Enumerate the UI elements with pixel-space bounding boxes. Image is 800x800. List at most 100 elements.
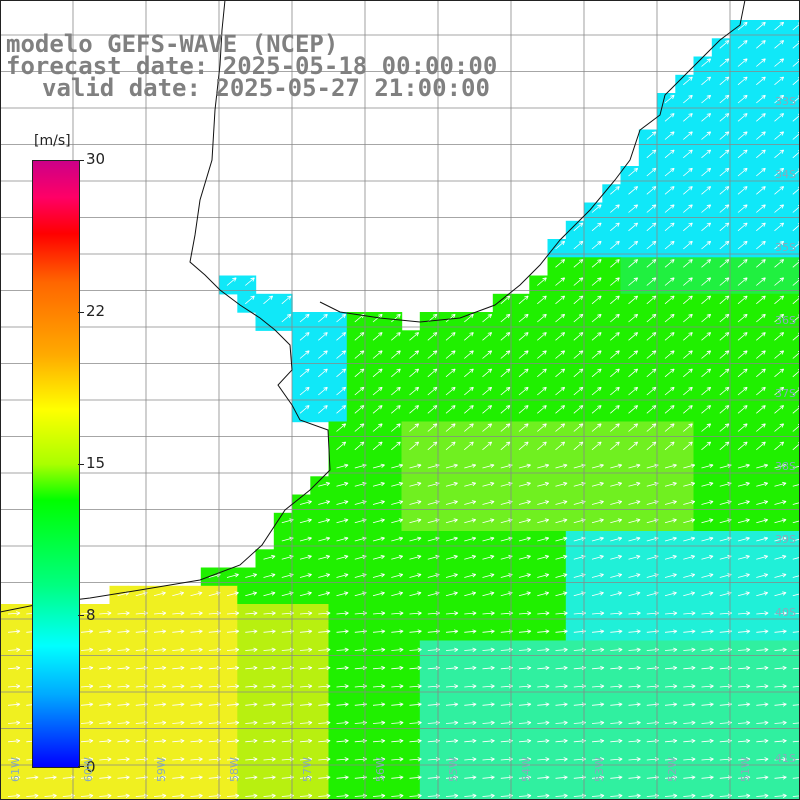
wind-cell (511, 695, 530, 715)
wind-arrow (610, 386, 620, 396)
wind-cell (219, 604, 238, 623)
wind-arrow (391, 350, 401, 359)
wind-arrow (117, 665, 130, 671)
wind-arrow (646, 240, 657, 250)
wind-cell (292, 658, 311, 678)
wind-cell (346, 622, 366, 642)
wind-cell (310, 658, 330, 678)
wind-arrow (172, 665, 185, 671)
wind-arrow (391, 368, 401, 378)
wind-arrow (774, 58, 785, 67)
wind-arrow (299, 629, 313, 634)
wind-cell (292, 750, 311, 769)
wind-cell (511, 622, 530, 642)
wind-arrow (701, 259, 712, 268)
wind-arrow (537, 295, 547, 305)
wind-arrow (336, 386, 347, 396)
wind-arrow (80, 793, 94, 798)
wind-arrow (610, 500, 623, 505)
wind-arrow (318, 720, 331, 725)
wind-cell (620, 658, 640, 678)
wind-arrow (482, 313, 493, 323)
wind-arrow (664, 313, 675, 323)
wind-cell (675, 622, 695, 642)
wind-cell (693, 604, 713, 623)
wind-arrow (591, 500, 604, 505)
wind-cell (766, 677, 786, 696)
wind-cell (529, 658, 549, 678)
wind-arrow (464, 441, 474, 451)
wind-cell (54, 786, 74, 800)
wind-arrow (391, 611, 404, 616)
wind-arrow (99, 647, 112, 652)
wind-arrow (701, 386, 712, 396)
wind-cell (602, 786, 622, 800)
wind-cell (401, 658, 421, 678)
wind-arrow (610, 240, 620, 250)
wind-cell (200, 658, 220, 678)
wind-cell (292, 713, 311, 733)
wind-cell (255, 622, 275, 642)
wind-arrow (482, 441, 493, 451)
wind-arrow (591, 423, 602, 432)
wind-cell (584, 604, 603, 623)
wind-cell (547, 622, 567, 642)
wind-cell (91, 640, 111, 660)
wind-arrow (500, 423, 511, 432)
wind-cell (200, 750, 220, 769)
wind-cell (18, 768, 38, 788)
wind-cell (127, 731, 147, 751)
wind-arrow (683, 738, 696, 744)
wind-arrow (482, 536, 495, 542)
wind-arrow (117, 702, 130, 707)
wind-arrow (445, 611, 459, 616)
wind-cell (602, 768, 622, 788)
wind-arrow (372, 757, 386, 762)
wind-arrow (190, 738, 203, 744)
wind-arrow (299, 500, 312, 505)
wind-arrow (518, 684, 532, 689)
wind-cell (200, 713, 220, 733)
wind-cell (784, 239, 800, 258)
wind-cell (91, 750, 111, 769)
wind-arrow (737, 240, 748, 250)
wind-arrow (427, 423, 438, 432)
wind-arrow (299, 591, 312, 597)
wind-arrow (336, 405, 347, 414)
wind-cell (365, 695, 384, 715)
wind-cell (237, 677, 257, 696)
wind-arrow (774, 240, 785, 250)
wind-arrow (628, 463, 641, 469)
wind-arrow (792, 795, 800, 797)
wind-arrow (226, 738, 240, 744)
wind-arrow (299, 332, 310, 341)
wind-arrow (683, 94, 693, 104)
wind-cell (273, 658, 293, 678)
wind-cell (784, 421, 800, 441)
wind-arrow (299, 793, 313, 798)
wind-cell (730, 658, 749, 678)
wind-cell (711, 750, 731, 769)
wind-arrow (500, 441, 511, 451)
wind-arrow (464, 573, 477, 578)
wind-arrow (336, 720, 349, 725)
wind-arrow (774, 313, 785, 323)
wind-arrow (99, 611, 112, 616)
wind-arrow (336, 350, 347, 359)
wind-cell (127, 677, 147, 696)
wind-arrow (336, 554, 349, 560)
wind-arrow (464, 481, 477, 487)
wind-arrow (537, 684, 550, 689)
lat-label: 38S (775, 460, 796, 473)
wind-arrow (792, 593, 800, 597)
wind-arrow (354, 350, 365, 359)
wind-arrow (701, 405, 712, 414)
wind-arrow (719, 386, 730, 396)
wind-cell (529, 768, 549, 788)
wind-arrow (664, 167, 675, 177)
wind-cell (784, 713, 800, 733)
wind-arrow (482, 647, 495, 652)
wind-cell (474, 604, 494, 623)
wind-arrow (737, 186, 748, 195)
